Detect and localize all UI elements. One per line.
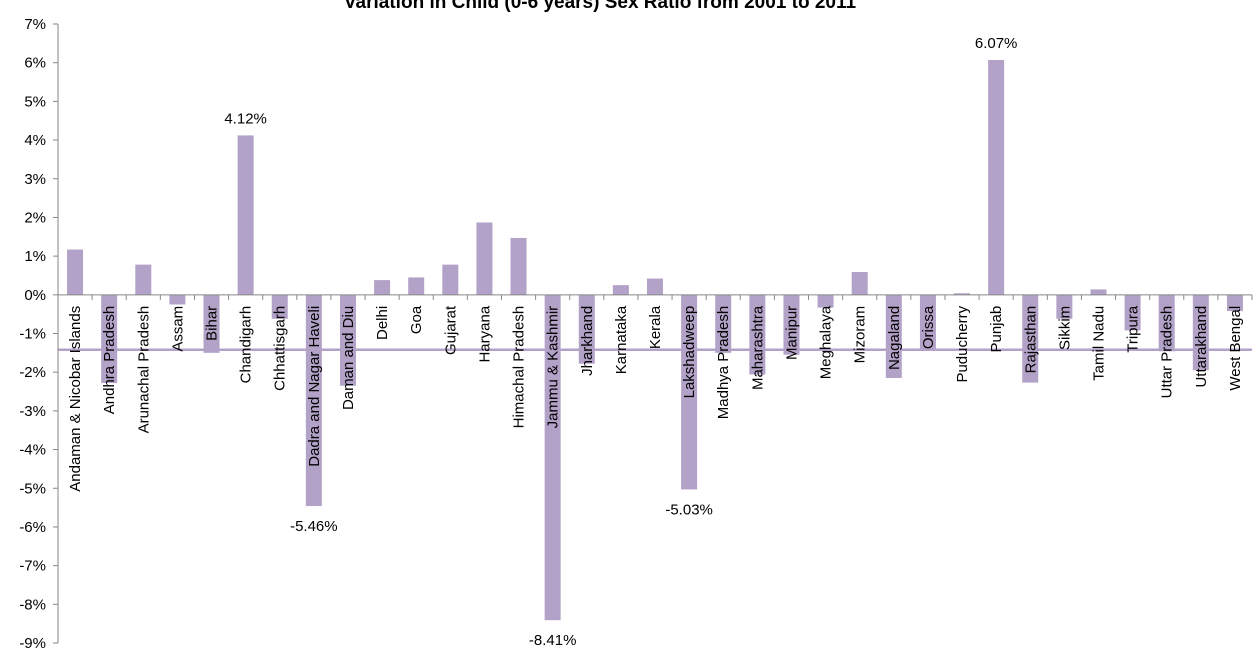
category-label: West Bengal [1227, 306, 1244, 391]
data-label: 4.12% [224, 110, 267, 127]
category-label: Haryana [476, 305, 493, 362]
axes-group: 7% 6% 5% 4% 3% 2% 1% 0% -1% -2% -3% -4% -5% -6% -7% -8%… [19, 16, 1253, 650]
bar [374, 280, 391, 295]
y-tick-label: 5% [24, 93, 46, 110]
category-label: Delhi [374, 306, 391, 340]
bar [681, 294, 698, 490]
category-labels-group: Andaman & Nicobar Islands Andhra Pradesh A… [67, 305, 1244, 492]
category-label: Jharkhand [579, 306, 596, 376]
bar [919, 294, 936, 349]
y-tick-label: -6% [19, 519, 46, 536]
bar [954, 293, 971, 295]
y-tick-label: -4% [19, 442, 46, 459]
data-label: -5.03% [665, 501, 713, 518]
data-label: -5.46% [290, 518, 338, 535]
bar [169, 294, 186, 305]
category-label: Assam [169, 306, 186, 352]
y-tick-label: 1% [24, 248, 46, 265]
category-label: Lakshadweep [681, 306, 698, 399]
data-labels-group: 4.12% -5.46% -8.41% -5.03% 6.07% [224, 35, 1017, 649]
y-tick-label: -2% [19, 364, 46, 381]
bar [67, 249, 84, 295]
y-tick-label: 0% [24, 287, 46, 304]
bar [647, 278, 663, 295]
y-tick-label: -7% [19, 558, 46, 575]
bar [101, 294, 118, 384]
category-label: Manipur [783, 306, 800, 360]
bar [612, 285, 629, 295]
y-tick-label: 3% [24, 171, 46, 188]
bar [442, 264, 459, 295]
category-label: Andaman & Nicobar Islands [67, 306, 84, 492]
bar [1226, 294, 1243, 312]
category-label: Tamil Nadu [1090, 306, 1107, 381]
category-label: Andhra Pradesh [101, 306, 118, 414]
category-label: Puducherry [954, 305, 971, 382]
y-tick-label: -5% [19, 480, 46, 497]
bar [408, 277, 425, 295]
category-label: Uttar Pradesh [1159, 306, 1176, 399]
y-tick-label: -9% [19, 635, 46, 650]
bars-group [67, 59, 1243, 621]
bar [817, 294, 834, 308]
y-tick-label: -1% [19, 326, 46, 343]
y-tick-label: 7% [24, 16, 46, 33]
category-label: Chandigarh [238, 306, 255, 384]
bar [1124, 294, 1141, 331]
y-tick-label: -3% [19, 403, 46, 420]
data-label: -8.41% [529, 632, 577, 649]
category-label: Rajasthan [1022, 306, 1039, 374]
bar [851, 271, 868, 295]
bar [135, 264, 152, 295]
data-label: 6.07% [975, 35, 1018, 52]
bar [885, 294, 902, 378]
bar [203, 294, 220, 353]
bar [1158, 294, 1175, 352]
y-tick-label: 2% [24, 209, 46, 226]
category-label: Daman and Diu [340, 306, 357, 410]
y-tick-label: 4% [24, 132, 46, 149]
chart-title: Variation in Child (0-6 years) Sex Ratio… [344, 0, 857, 13]
bar [339, 294, 356, 386]
bar [1192, 294, 1209, 371]
bar [476, 222, 493, 295]
category-label: Maharashtra [749, 305, 766, 390]
bar [715, 294, 732, 353]
category-label: Tripura [1125, 305, 1142, 353]
category-label: Jammu & Kashmir [545, 306, 562, 429]
bar [271, 294, 288, 319]
bar [1056, 294, 1073, 319]
category-label: Orissa [920, 305, 937, 349]
bar [988, 59, 1005, 295]
category-label: Himachal Pradesh [511, 306, 528, 429]
bar [305, 294, 322, 507]
bar [749, 294, 766, 375]
category-label: Nagaland [886, 306, 903, 370]
category-label: Karnataka [613, 305, 630, 374]
category-label: Meghalaya [818, 305, 835, 379]
category-label: Bihar [204, 306, 221, 341]
category-label: Punjab [988, 306, 1005, 353]
bar [578, 294, 595, 364]
category-label: Uttarakhand [1193, 306, 1210, 388]
bar [544, 294, 561, 621]
bar [1090, 289, 1107, 295]
category-label: Goa [408, 305, 425, 334]
category-label: Dadra and Nagar Haveli [306, 306, 323, 467]
category-label: Arunachal Pradesh [135, 306, 152, 434]
bar [1022, 294, 1039, 383]
bar [783, 294, 800, 355]
category-label: Gujarat [442, 305, 459, 355]
category-label: Chhattisgarh [272, 306, 289, 391]
category-label: Mizoram [852, 306, 869, 364]
y-tick-label: -8% [19, 596, 46, 613]
category-label: Sikkim [1056, 306, 1073, 350]
bar [510, 237, 527, 295]
category-label: Madhya Pradesh [715, 306, 732, 419]
category-label: Kerala [647, 305, 664, 349]
bar [237, 135, 254, 295]
y-tick-label: 6% [24, 55, 46, 72]
